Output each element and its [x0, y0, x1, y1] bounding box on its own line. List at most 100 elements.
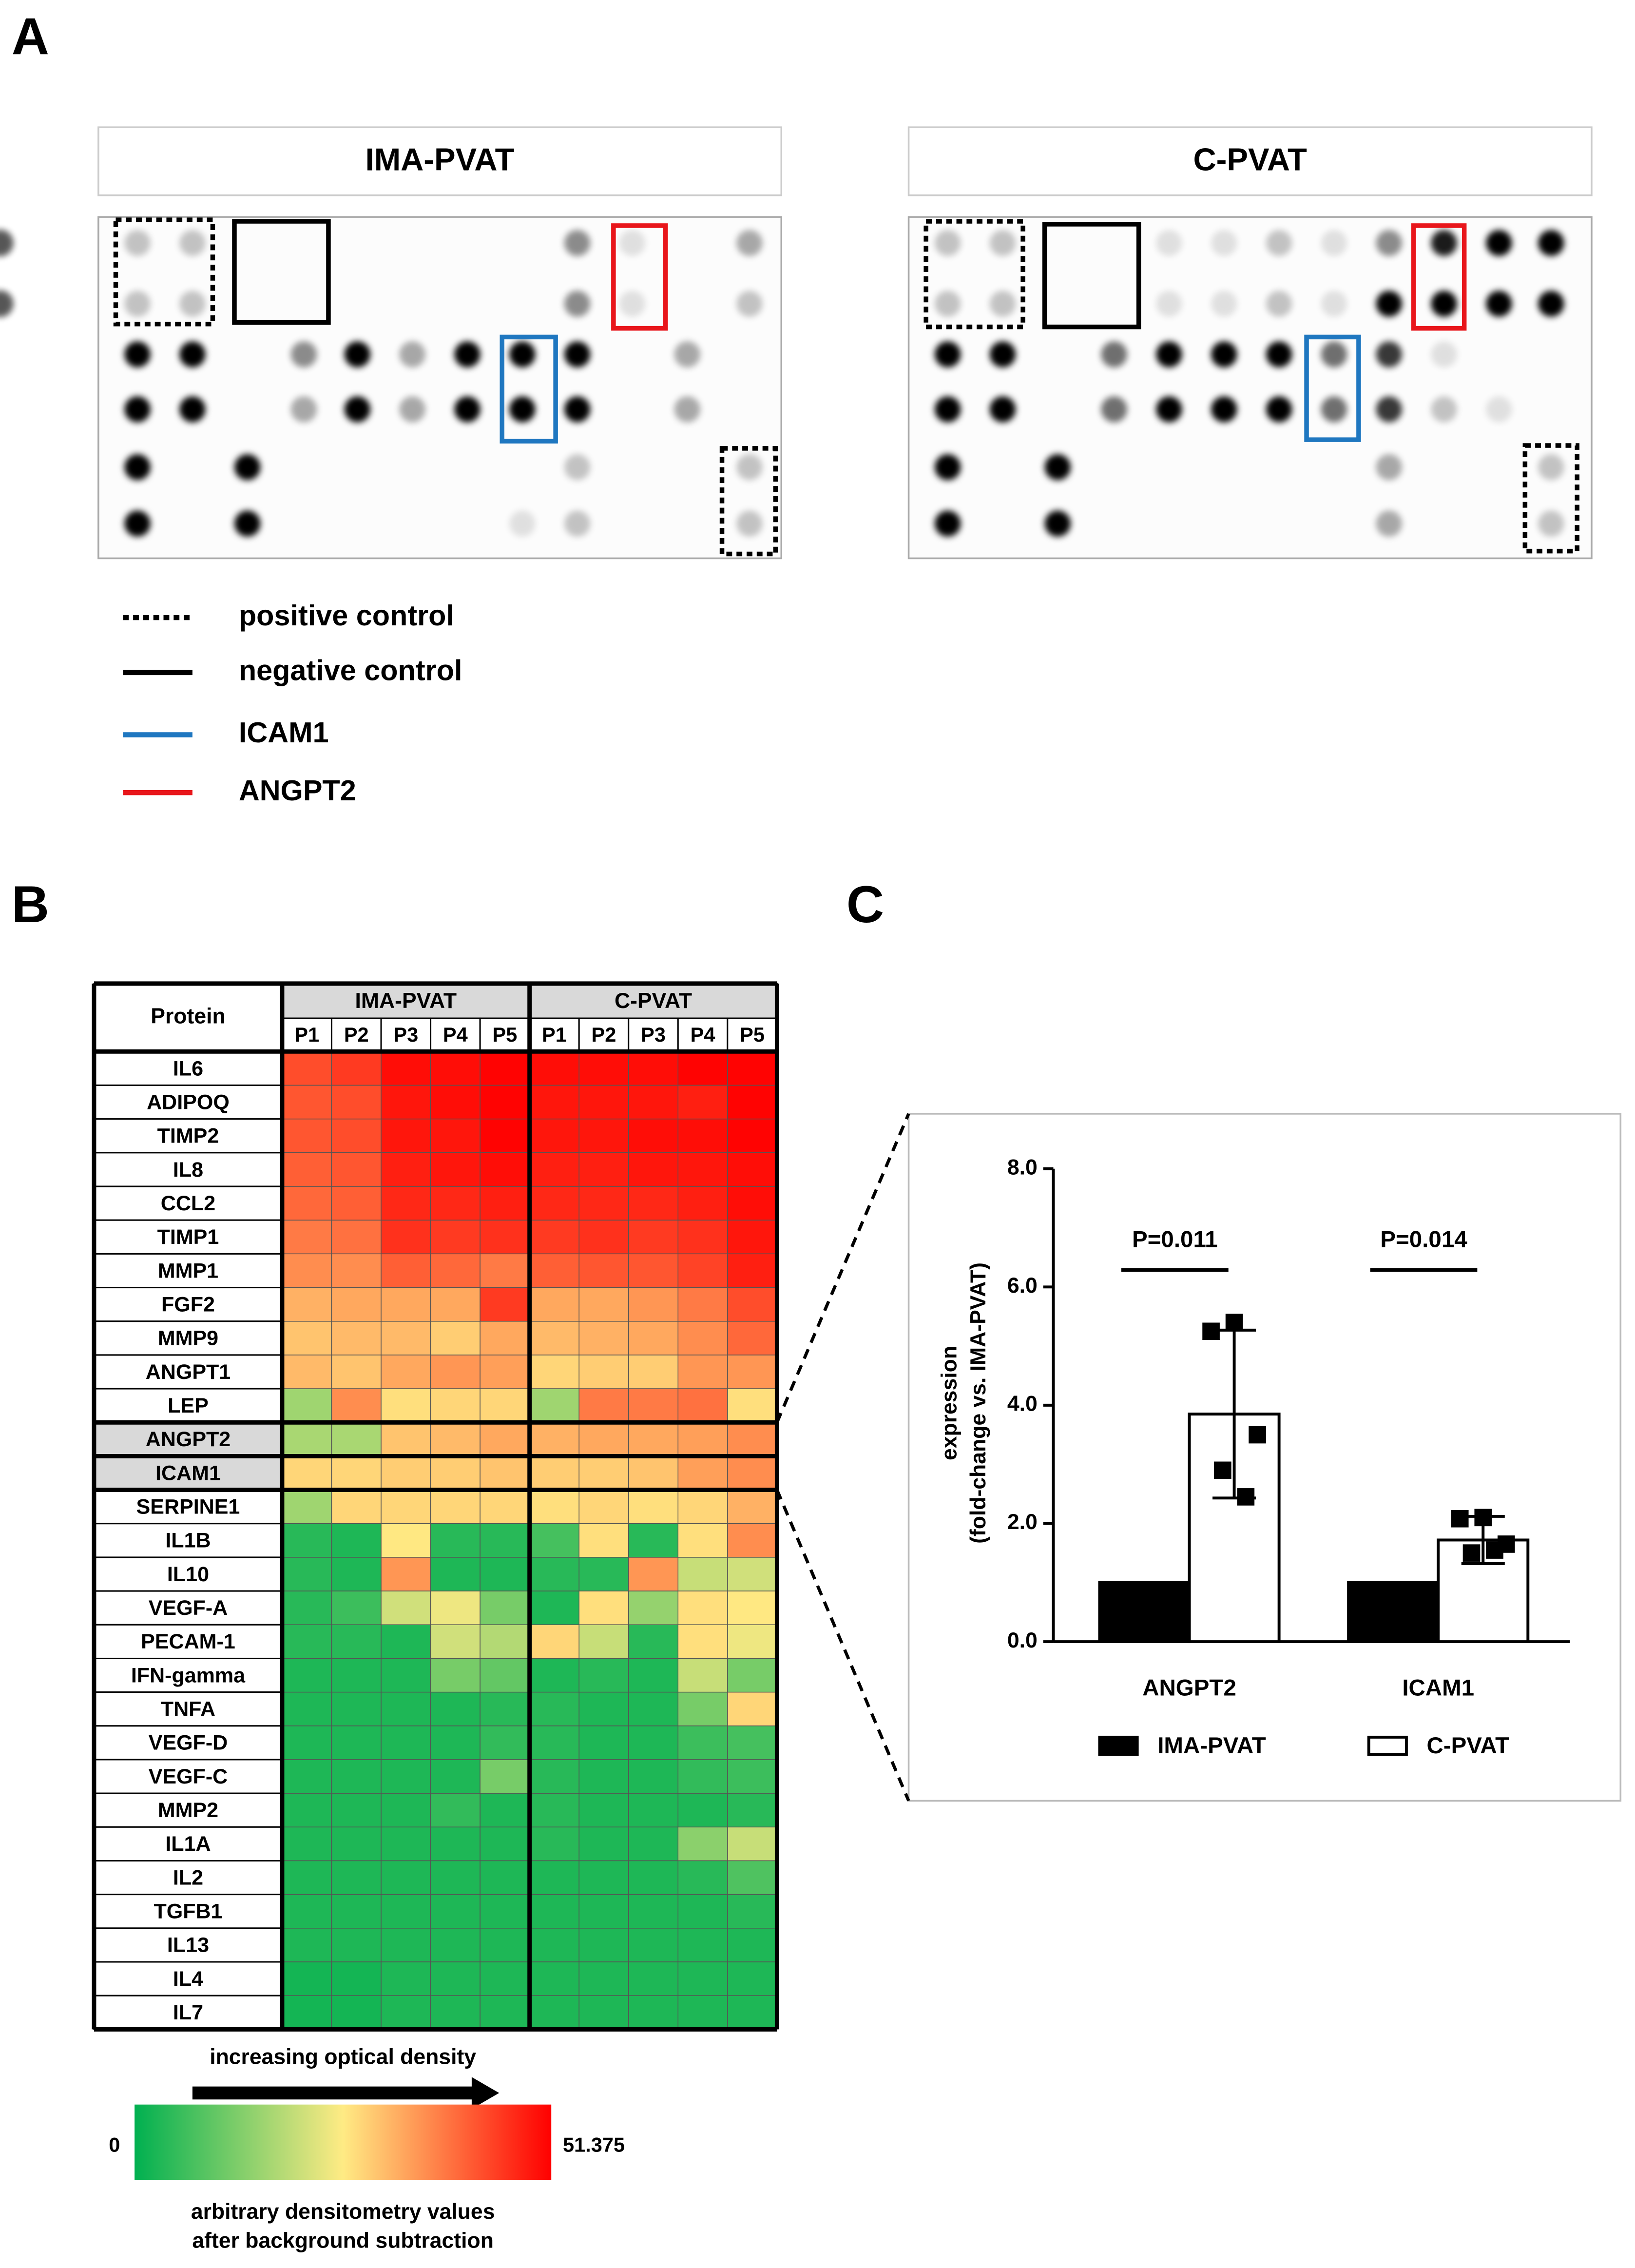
blot-box [1304, 334, 1361, 442]
heatmap-cell [628, 1455, 679, 1491]
heatmap-cell [529, 1658, 579, 1693]
heatmap-cell [578, 1455, 629, 1491]
panel-label: A [12, 7, 49, 65]
heatmap-cell [727, 1759, 778, 1794]
heatmap-cell [727, 1725, 778, 1760]
row-header-cell [93, 1590, 283, 1626]
heatmap-cell [282, 1118, 332, 1153]
heatmap-cell [677, 1590, 728, 1626]
heatmap-cell [430, 1894, 481, 1929]
heatmap-cell [578, 1220, 629, 1255]
blot-title-box [97, 126, 783, 196]
heatmap-cell [381, 1557, 431, 1591]
blot-spot [344, 396, 371, 423]
heatmap-cell [727, 1793, 778, 1828]
heatmap-cell [529, 1995, 579, 2030]
heatmap-cell [628, 1691, 679, 1726]
heatmap-cell [628, 1590, 679, 1626]
blot-box [1042, 222, 1141, 330]
heatmap-cell [331, 1590, 382, 1626]
heatmap-cell [480, 1186, 530, 1221]
heatmap-cell [282, 1793, 332, 1828]
heatmap-cell [282, 1826, 332, 1861]
heatmap-cell [628, 1759, 679, 1794]
significance-label: P=0.011 [1132, 1227, 1218, 1253]
row-header-cell [93, 1556, 283, 1592]
blot-spot [934, 396, 961, 423]
legend-swatch [1367, 1735, 1408, 1756]
blot-spot [736, 230, 763, 256]
heatmap-cell [480, 1928, 530, 1962]
heatmap-cell [578, 1860, 629, 1895]
blot-spot [179, 291, 206, 317]
heatmap-cell [331, 1826, 382, 1861]
heatmap-cell [727, 1085, 778, 1120]
heatmap-cell [381, 1624, 431, 1659]
row-label: LEP [168, 1394, 209, 1417]
blot-spot [1538, 230, 1564, 256]
heatmap-cell [727, 1253, 778, 1288]
y-tick-label: 0.0 [1007, 1628, 1038, 1652]
heatmap-cell [677, 1287, 728, 1322]
heatmap-cell [529, 1759, 579, 1794]
heatmap-cell [578, 1523, 629, 1558]
group-label: IMA-PVAT [355, 989, 457, 1013]
heatmap-cell [628, 1051, 679, 1086]
heatmap-cell [282, 1422, 332, 1457]
heatmap-cell [529, 1287, 579, 1322]
heatmap-cell [677, 1860, 728, 1895]
heatmap-cell [628, 1355, 679, 1389]
heatmap-cell [529, 1085, 579, 1120]
heatmap-cell [578, 1826, 629, 1861]
heatmap-cell [628, 1995, 679, 2030]
heatmap-cell [578, 1691, 629, 1726]
blot-spot [1044, 454, 1071, 481]
heatmap-cell [381, 1995, 431, 2030]
blot-spot [1376, 396, 1402, 423]
row-header-cell [93, 1759, 283, 1794]
blot-spot [564, 510, 591, 537]
heatmap-cell [430, 1793, 481, 1828]
blot-spot [1101, 341, 1127, 368]
heatmap-cell [578, 1489, 629, 1524]
row-label: PECAM-1 [141, 1630, 235, 1653]
blot-spot [1486, 396, 1512, 423]
row-label: TIMP1 [157, 1225, 219, 1249]
heatmap-cell [480, 1624, 530, 1659]
column-label: P2 [344, 1023, 369, 1046]
heatmap-cell [677, 1186, 728, 1221]
heatmap-cell [282, 1220, 332, 1255]
blot-spot [1211, 341, 1237, 368]
blot-spot [0, 291, 13, 317]
blot-spot [1431, 341, 1457, 368]
heatmap-cell [282, 1725, 332, 1760]
heatmap-cell [677, 1051, 728, 1086]
row-label: ICAM1 [155, 1461, 221, 1485]
legend-label: negative control [239, 654, 462, 687]
data-point [1462, 1544, 1481, 1562]
heatmap-cell [430, 1928, 481, 1962]
heatmap-cell [677, 1085, 728, 1120]
header-cell [93, 983, 283, 1052]
heatmap-cell [578, 1051, 629, 1086]
heatmap-cell [282, 1894, 332, 1929]
heatmap-cell [677, 1320, 728, 1356]
row-label: VEGF-A [149, 1596, 228, 1620]
blot-spot [1321, 396, 1347, 423]
blot-spot [0, 230, 13, 256]
heatmap-cell [282, 1995, 332, 2030]
heatmap-cell [628, 1961, 679, 1996]
heatmap-cell [381, 1085, 431, 1120]
row-label: MMP9 [158, 1327, 218, 1350]
heatmap-cell [480, 1355, 530, 1389]
heatmap-cell [430, 1422, 481, 1457]
heatmap-cell [381, 1186, 431, 1221]
colorbar-label: arbitrary densitometry values [191, 2200, 495, 2224]
row-label: FGF2 [161, 1293, 215, 1316]
blot-spot [1321, 291, 1347, 317]
heatmap-cell [430, 1624, 481, 1659]
heatmap-cell [529, 1118, 579, 1153]
heatmap-cell [480, 1523, 530, 1558]
heatmap-cell [727, 1995, 778, 2030]
blot-spot [1538, 291, 1564, 317]
